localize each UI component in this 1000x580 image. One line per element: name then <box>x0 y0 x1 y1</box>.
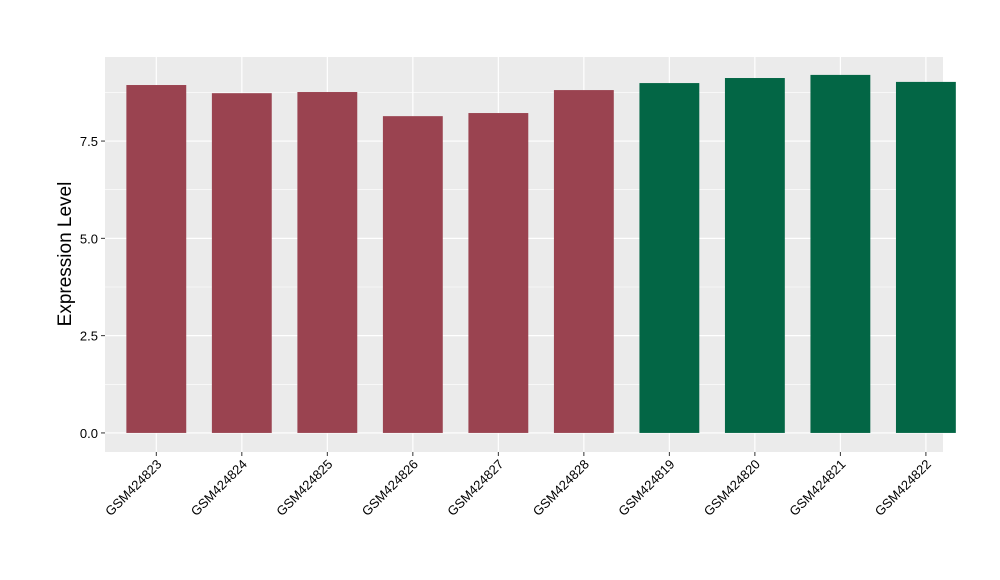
bar <box>297 92 358 433</box>
bar <box>126 85 187 433</box>
bar <box>895 81 956 433</box>
x-tick-label: GSM424827 <box>444 457 506 519</box>
y-axis-label: Expression Level <box>55 182 76 327</box>
x-tick-label: GSM424824 <box>188 457 250 519</box>
y-tick-label: 2.5 <box>80 329 98 344</box>
bar <box>639 83 700 433</box>
bar <box>553 90 614 433</box>
y-tick-label: 0.0 <box>80 426 98 441</box>
x-tick-label: GSM424823 <box>102 457 164 519</box>
y-tick-label: 5.0 <box>80 231 98 246</box>
bar <box>382 116 443 433</box>
x-tick-label: GSM424819 <box>615 457 677 519</box>
x-tick-label: GSM424821 <box>786 457 848 519</box>
y-tick-label: 7.5 <box>80 134 98 149</box>
x-tick-label: GSM424825 <box>273 457 335 519</box>
bar <box>810 74 871 433</box>
x-tick-label: GSM424826 <box>359 457 421 519</box>
bar <box>724 78 785 433</box>
x-tick-label: GSM424820 <box>701 457 763 519</box>
x-tick-label: GSM424822 <box>872 457 934 519</box>
bar <box>468 113 529 433</box>
bar <box>211 93 272 433</box>
x-tick-label: GSM424828 <box>530 457 592 519</box>
